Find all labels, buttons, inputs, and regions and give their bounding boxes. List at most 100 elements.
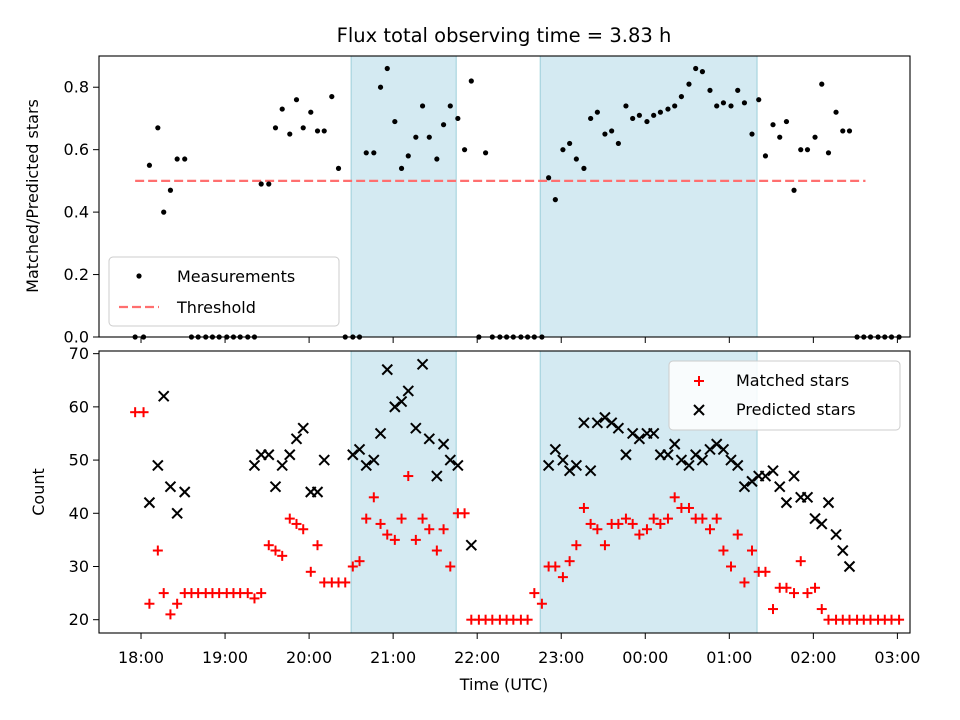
- measurement-point: [335, 165, 342, 171]
- measurement-point: [609, 128, 615, 134]
- top-panel: 0.00.20.40.60.8 Matched/Predicted stars …: [23, 55, 911, 347]
- matched-star-point: [711, 513, 722, 524]
- x-tick-label: 21:00: [370, 648, 416, 667]
- predicted-star-point-b: [284, 449, 296, 461]
- top-shaded-spans: [350, 55, 758, 338]
- measurement-point: [840, 128, 846, 134]
- measurement-point: [825, 150, 832, 156]
- predicted-star-point: [248, 459, 261, 472]
- predicted-star-point: [276, 459, 288, 472]
- predicted-star-point: [465, 539, 478, 551]
- predicted-star-point-b: [612, 422, 625, 434]
- predicted-star-point: [647, 427, 660, 440]
- measurement-point: [693, 65, 699, 72]
- matched-star-point: [431, 545, 442, 556]
- y-tick-label: 60: [69, 397, 89, 416]
- measurement-point: [377, 84, 384, 90]
- measurement-point: [749, 131, 755, 137]
- x-tick-label: 18:00: [118, 648, 164, 667]
- predicted-star-point-b: [620, 449, 632, 461]
- predicted-star-point-b: [416, 358, 429, 371]
- predicted-star-point-b: [837, 544, 849, 557]
- measurement-point: [413, 134, 419, 140]
- counts-series: [130, 358, 905, 625]
- matched-star-point: [347, 561, 358, 572]
- predicted-star-point-b: [465, 539, 478, 551]
- predicted-star-point-b: [297, 422, 309, 434]
- predicted-star-point-b: [809, 512, 821, 525]
- matched-star-point: [459, 508, 470, 519]
- matched-star-point: [277, 550, 288, 561]
- measurement-point: [846, 128, 853, 134]
- predicted-star-point-b: [423, 433, 435, 445]
- predicted-star-point: [353, 443, 366, 456]
- y-tick-label: 70: [69, 344, 89, 363]
- predicted-star-point: [431, 470, 443, 482]
- predicted-star-point-b: [263, 449, 275, 461]
- predicted-star-point: [171, 507, 183, 519]
- measurement-point: [482, 150, 489, 156]
- predicted-star-point-b: [381, 363, 393, 376]
- shaded-span-1: [350, 350, 457, 634]
- matched-star-point: [816, 604, 827, 615]
- measurement-point: [314, 128, 321, 134]
- matched-star-point: [613, 518, 624, 529]
- measurement-point: [678, 93, 685, 100]
- matched-star-point: [368, 492, 379, 503]
- measurement-point: [455, 115, 461, 122]
- matched-star-point: [585, 518, 596, 529]
- measurement-point: [783, 118, 790, 125]
- predicted-star-point: [738, 480, 751, 493]
- legend-box: [668, 360, 901, 431]
- measurement-point: [279, 106, 285, 112]
- measurement-point: [728, 103, 734, 109]
- x-tick-label: 03:00: [874, 648, 920, 667]
- top-legend: Measurements Threshold: [108, 256, 340, 327]
- predicted-star-point-b: [584, 465, 597, 477]
- y-tick-label: 0.4: [64, 203, 89, 222]
- matched-star-point: [725, 561, 736, 572]
- measurement-point: [588, 115, 594, 122]
- predicted-star-point-b: [143, 496, 156, 509]
- predicted-star-point: [801, 491, 814, 504]
- predicted-star-point: [381, 363, 393, 376]
- predicted-star-point-b: [801, 491, 814, 504]
- predicted-star-point-b: [311, 486, 324, 498]
- measurement-point: [741, 100, 748, 106]
- matched-star-point: [641, 524, 652, 535]
- x-tick-label: 19:00: [202, 648, 248, 667]
- predicted-star-point: [633, 433, 646, 445]
- predicted-star-point-b: [647, 427, 660, 440]
- measurement-point: [777, 134, 783, 140]
- matched-star-point: [599, 540, 610, 551]
- x-tick-label: 00:00: [622, 648, 668, 667]
- predicted-star-point: [780, 496, 793, 509]
- matched-star-point: [634, 529, 645, 540]
- measurement-point: [419, 103, 426, 109]
- measurement-point: [398, 165, 405, 171]
- bottom-y-axis-label: Count: [29, 468, 48, 516]
- predicted-star-point-b: [662, 449, 674, 461]
- predicted-star-point: [759, 470, 772, 482]
- predicted-star-point: [437, 438, 450, 450]
- matched-star-point: [669, 492, 680, 503]
- legend-label-matched: Matched stars: [736, 371, 849, 390]
- legend-x-marker: [693, 404, 705, 416]
- matched-star-point: [704, 524, 715, 535]
- measurement-point: [287, 131, 293, 137]
- predicted-star-point: [837, 544, 849, 557]
- predicted-star-point: [584, 465, 597, 477]
- matched-star-point: [382, 529, 393, 540]
- matched-star-point: [445, 561, 456, 572]
- predicted-star-point: [816, 518, 828, 530]
- predicted-star-point: [578, 417, 590, 429]
- bottom-x-ticks: 18:00 19:00 20:00 21:00 22:00 23:00 00:00 01:00…: [118, 633, 920, 667]
- matched-star-point: [648, 513, 659, 524]
- predicted-star-point-b: [668, 438, 681, 450]
- legend-label-threshold: Threshold: [176, 298, 256, 317]
- predicted-star-point-b: [605, 417, 618, 429]
- measurement-point: [329, 93, 335, 100]
- top-y-ticks: 0.0 0.2 0.4 0.6 0.8: [64, 78, 99, 347]
- matched-star-point: [263, 540, 274, 551]
- measurement-point: [665, 106, 671, 112]
